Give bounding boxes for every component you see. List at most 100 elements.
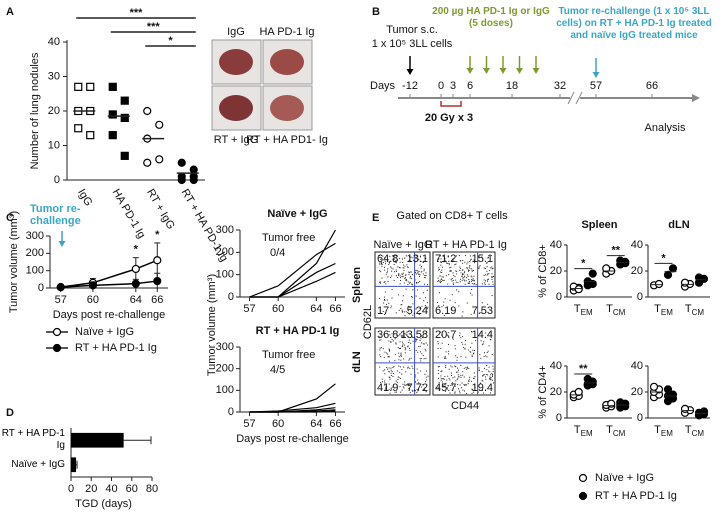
chart-title: RT + HA PD-1 Ig xyxy=(256,325,340,337)
panel-label: D xyxy=(6,407,14,419)
radiation-bracket xyxy=(440,101,462,107)
flow-event xyxy=(464,255,466,257)
flow-event xyxy=(391,371,393,373)
flow-event xyxy=(398,309,400,311)
flow-event xyxy=(492,368,494,370)
flow-event xyxy=(440,264,442,266)
flow-event xyxy=(388,355,390,357)
flow-event xyxy=(439,389,441,391)
flow-event xyxy=(401,355,403,357)
flow-event xyxy=(421,386,423,388)
flow-event xyxy=(452,260,454,262)
point xyxy=(120,113,129,123)
flow-event xyxy=(420,266,422,268)
photo-label: HA PD-1 Ig xyxy=(259,26,314,38)
y-tick-label: 0 xyxy=(228,406,234,418)
day-label: 66 xyxy=(646,80,658,92)
flow-event xyxy=(419,340,421,342)
flow-event xyxy=(448,353,450,355)
flow-event xyxy=(384,269,386,271)
flow-event xyxy=(417,351,419,353)
flow-event xyxy=(459,267,461,269)
flow-event xyxy=(468,281,470,283)
flow-event xyxy=(393,387,395,389)
flow-event xyxy=(487,350,489,352)
flow-event xyxy=(441,334,443,336)
flow-event xyxy=(438,382,440,384)
flow-event xyxy=(389,255,391,257)
flow-event xyxy=(405,279,407,281)
flow-event xyxy=(417,258,419,260)
flow-event xyxy=(388,263,390,265)
flow-event xyxy=(478,260,480,262)
flow-event xyxy=(402,272,404,274)
flow-event xyxy=(473,262,475,264)
flow-event xyxy=(470,267,472,269)
flow-event xyxy=(412,303,414,305)
flow-event xyxy=(455,263,457,265)
flow-event xyxy=(487,280,489,282)
point xyxy=(86,131,95,140)
flow-event xyxy=(423,270,425,272)
photo-label: RT + HA PD1- Ig xyxy=(246,134,328,146)
flow-event xyxy=(385,303,387,305)
point xyxy=(108,110,117,119)
flow-event xyxy=(404,384,406,386)
flow-event xyxy=(389,350,391,352)
flow-event xyxy=(412,390,414,392)
flow-event xyxy=(404,278,406,280)
flow-event xyxy=(460,376,462,378)
flow-event xyxy=(395,261,397,263)
flow-event xyxy=(399,366,401,368)
flow-event xyxy=(390,367,392,369)
flow-event xyxy=(407,260,409,262)
flow-event xyxy=(424,297,426,299)
y-axis-label: % of CD8+ xyxy=(537,244,549,298)
point xyxy=(177,175,186,185)
flow-event xyxy=(425,258,427,260)
flow-event xyxy=(384,373,386,375)
flow-event xyxy=(474,350,476,352)
flow-event xyxy=(395,275,397,277)
flow-event xyxy=(473,283,475,285)
flow-event xyxy=(485,312,487,314)
flow-event xyxy=(417,272,419,274)
flow-event xyxy=(463,279,465,281)
flow-event xyxy=(481,310,483,312)
flow-event xyxy=(423,343,425,345)
flow-event xyxy=(383,298,385,300)
flow-event xyxy=(394,271,396,273)
flow-event xyxy=(479,389,481,391)
y-axis-label: CD62L xyxy=(362,305,374,339)
flow-event xyxy=(400,280,402,282)
flow-event xyxy=(461,341,463,343)
flow-event xyxy=(415,308,417,310)
flow-event xyxy=(387,356,389,358)
flow-event xyxy=(406,384,408,386)
flow-event xyxy=(419,297,421,299)
flow-event xyxy=(492,283,494,285)
flow-event xyxy=(419,307,421,309)
quadrant-value: 17 xyxy=(377,305,389,317)
flow-event xyxy=(481,389,483,391)
flow-event xyxy=(408,359,410,361)
flow-event xyxy=(464,348,466,350)
point xyxy=(607,399,616,408)
flow-event xyxy=(401,373,403,375)
x-tick-label: HA PD-1 Ig xyxy=(110,187,148,241)
flow-event xyxy=(450,271,452,273)
flow-event xyxy=(401,311,403,313)
flow-event xyxy=(411,283,413,285)
flow-event xyxy=(419,280,421,282)
flow-event xyxy=(394,354,396,356)
flow-event xyxy=(459,390,461,392)
flow-event xyxy=(452,272,454,274)
flow-event xyxy=(401,369,403,371)
flow-event xyxy=(467,270,469,272)
flow-event xyxy=(466,302,468,304)
flow-event xyxy=(446,388,448,390)
flow-event xyxy=(393,280,395,282)
flow-event xyxy=(462,336,464,338)
legend-label: Naïve + IgG xyxy=(75,326,134,338)
point xyxy=(108,131,117,140)
